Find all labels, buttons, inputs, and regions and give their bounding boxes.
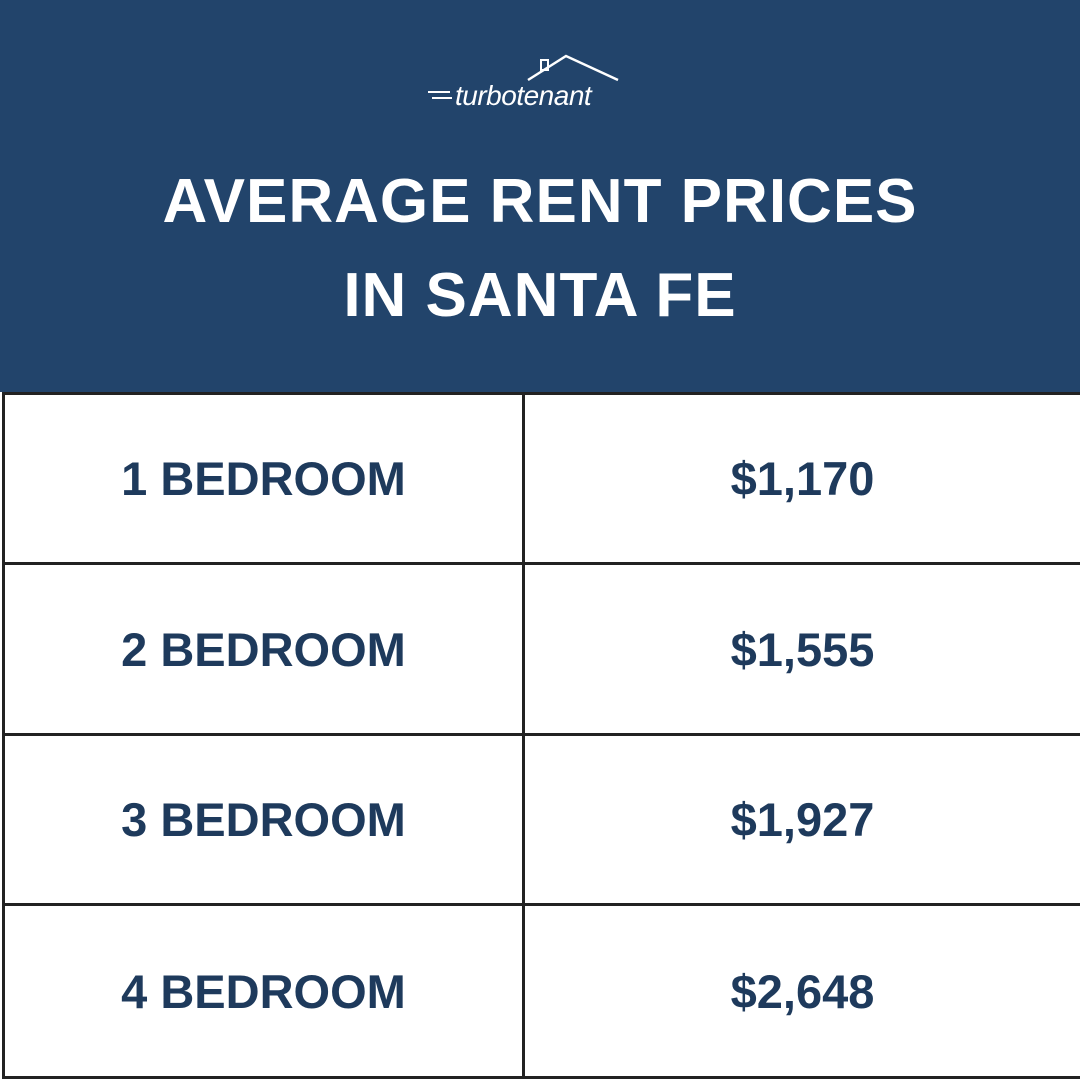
table-row: 3 BEDROOM $1,927 [2,733,1080,903]
bedroom-cell: 4 BEDROOM [2,906,522,1076]
logo-text: turbotenant [455,80,592,111]
table-row: 1 BEDROOM $1,170 [2,392,1080,562]
header: turbotenant AVERAGE RENT PRICES IN SANTA … [0,0,1080,392]
price-cell: $1,555 [522,565,1080,733]
table-row: 2 BEDROOM $1,555 [2,562,1080,733]
bedroom-cell: 2 BEDROOM [2,565,522,733]
title-line: AVERAGE RENT PRICES [162,167,918,236]
bedroom-cell: 3 BEDROOM [2,736,522,903]
bedroom-cell: 1 BEDROOM [2,395,522,562]
table-border [2,1076,1080,1079]
logo-icon [428,54,619,99]
price-cell: $1,170 [522,395,1080,562]
price-cell: $2,648 [522,906,1080,1076]
price-cell: $1,927 [522,736,1080,903]
table: 1 BEDROOM $1,170 2 BEDROOM $1,555 3 BEDROOM $… [0,392,1080,1080]
table-row: 4 BEDROOM $2,648 [2,903,1080,1076]
title-line: IN SANTA FE [343,261,737,330]
